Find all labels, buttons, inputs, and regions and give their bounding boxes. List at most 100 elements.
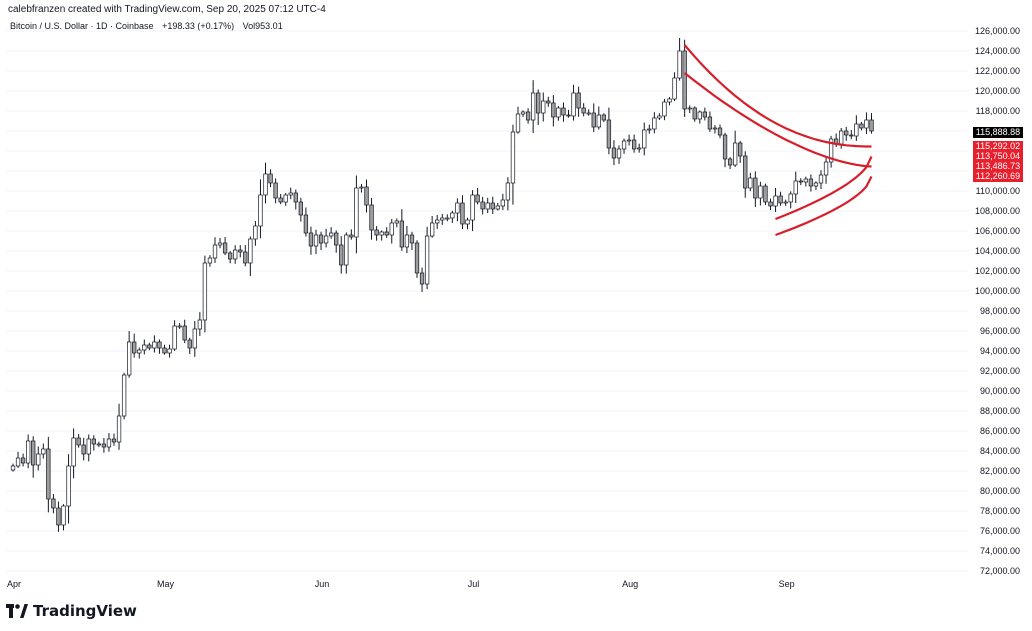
candle-body: [126, 341, 132, 376]
candle-body: [414, 242, 420, 274]
band-price-label: 113,750.04: [973, 151, 1023, 162]
candle-body: [556, 107, 561, 118]
candle-body: [490, 202, 495, 210]
candle-body: [586, 112, 591, 115]
candle-body: [667, 98, 672, 103]
candle-body: [440, 217, 445, 221]
candle-body: [450, 212, 455, 219]
candle-body: [581, 107, 586, 114]
candle-body: [313, 234, 319, 247]
x-tick-label: Aug: [622, 579, 638, 589]
vwap-band-line: [775, 176, 873, 237]
candle-body: [157, 341, 162, 349]
vwap-band-line: [683, 72, 872, 168]
candle-body: [768, 201, 773, 207]
symbol-header: Bitcoin / U.S. Dollar · 1D · Coinbase +1…: [10, 21, 289, 31]
y-tick-label: 100,000.00: [975, 286, 1020, 296]
candle-body: [334, 232, 339, 246]
candle-body: [682, 50, 687, 110]
candle-body: [869, 119, 874, 132]
band-price-label: 115,292.02: [973, 141, 1023, 152]
candle-body: [677, 50, 682, 79]
candle-body: [409, 234, 415, 244]
candle-body: [374, 229, 379, 236]
candle-body: [36, 453, 41, 466]
candle-body: [233, 249, 238, 260]
candle-body: [631, 139, 637, 150]
candle-body: [394, 220, 399, 224]
candle-body: [849, 134, 854, 137]
candle-body: [763, 185, 768, 203]
volume-readout: Vol953.01: [242, 21, 283, 31]
candle-body: [470, 194, 475, 221]
candle-body: [76, 437, 81, 446]
candle-body: [258, 194, 263, 227]
candle-body: [864, 119, 869, 129]
candle-body: [732, 142, 738, 166]
candle-body: [500, 199, 505, 207]
candle-body: [616, 148, 622, 159]
candle-body: [303, 214, 309, 234]
y-tick-label: 124,000.00: [975, 46, 1020, 56]
candle-body: [349, 234, 354, 238]
candle-body: [222, 242, 228, 254]
candle-body: [576, 92, 581, 109]
candle-body: [783, 201, 788, 204]
candle-body: [839, 130, 844, 145]
candle-body: [81, 444, 86, 455]
candle-body: [41, 448, 46, 455]
candle-body: [344, 234, 349, 266]
candle-body: [66, 465, 71, 507]
candle-body: [712, 127, 718, 130]
candle-body: [485, 202, 490, 210]
candle-body: [177, 325, 182, 328]
band-price-label: 113,486.73: [973, 161, 1023, 172]
y-tick-label: 118,000.00: [976, 106, 1020, 116]
candle-body: [424, 235, 430, 285]
candle-body: [571, 92, 576, 117]
y-tick-label: 94,000.00: [980, 346, 1020, 356]
candle-body: [788, 193, 793, 203]
candle-body: [51, 498, 56, 509]
candle-body: [621, 140, 627, 150]
candle-body: [71, 437, 76, 467]
price-chart[interactable]: 126,000.00 124,000.00 122,000.00 120,000.00…: [0, 0, 1032, 600]
candle-body: [283, 194, 288, 203]
chart-credit: calebfranzen created with TradingView.co…: [8, 4, 326, 15]
candle-body: [56, 507, 61, 526]
candle-body: [339, 244, 344, 266]
candle-body: [248, 238, 253, 264]
y-tick-label: 92,000.00: [980, 366, 1020, 376]
candle-body: [637, 147, 642, 150]
candle-body: [132, 341, 137, 354]
y-tick-label: 106,000.00: [975, 226, 1020, 236]
last-price-label: 115,888.88: [973, 126, 1023, 138]
candle-body: [26, 440, 31, 464]
candle-body: [546, 100, 551, 104]
candle-body: [652, 117, 657, 130]
candle-body: [192, 328, 197, 349]
brand-footer[interactable]: TradingView: [6, 602, 137, 620]
candle-body: [197, 319, 203, 330]
candle-body: [111, 438, 117, 443]
y-tick-label: 82,000.00: [980, 466, 1020, 476]
vwap-band-line: [683, 44, 872, 148]
candle-body: [844, 130, 849, 136]
candle-body: [364, 186, 369, 206]
symbol-title[interactable]: Bitcoin / U.S. Dollar · 1D · Coinbase: [10, 21, 154, 31]
candle-body: [758, 185, 763, 199]
candle-body: [288, 192, 293, 196]
candle-body: [182, 325, 187, 341]
candle-body: [435, 219, 440, 224]
candle-body: [308, 232, 314, 247]
candle-body: [611, 147, 617, 159]
candle-body: [692, 107, 697, 120]
y-tick-label: 72,000.00: [980, 566, 1020, 576]
candle-body: [859, 123, 864, 129]
candle-body: [854, 123, 859, 137]
candle-body: [404, 234, 410, 248]
candle-body: [273, 182, 278, 199]
candle-body: [717, 127, 723, 136]
candle-body: [369, 204, 374, 231]
candle-body: [46, 448, 51, 500]
